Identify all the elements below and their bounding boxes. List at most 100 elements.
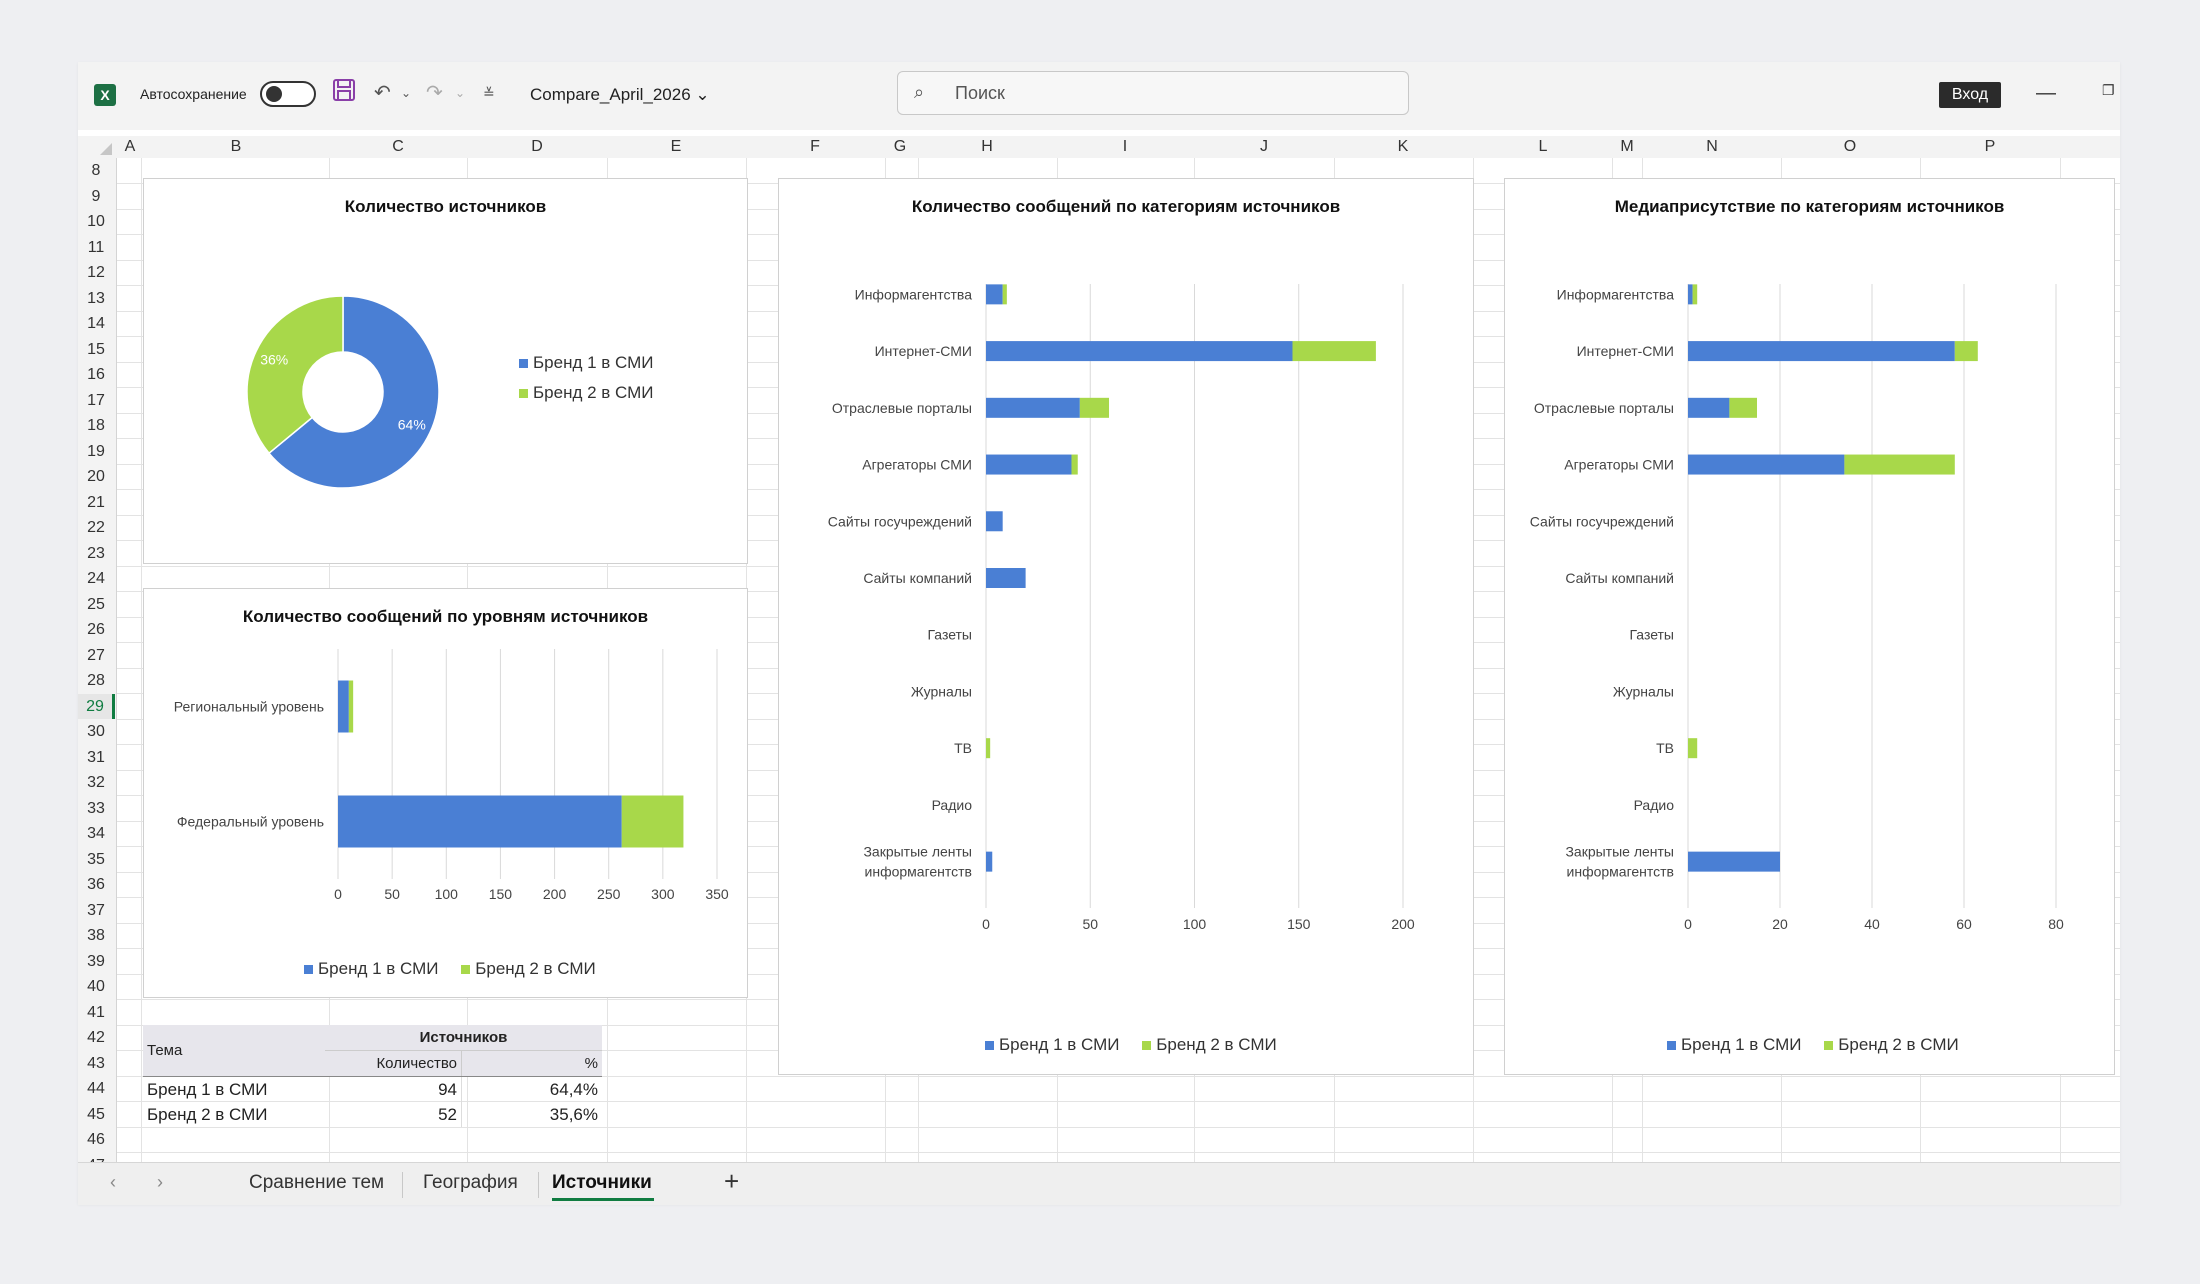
- row-header-10[interactable]: 10: [87, 213, 105, 230]
- bar-brand2[interactable]: [1071, 454, 1078, 475]
- bar-brand1[interactable]: [1688, 284, 1693, 305]
- add-sheet-icon[interactable]: +: [724, 1166, 740, 1196]
- table-cell-topic[interactable]: Бренд 2 в СМИ: [147, 1104, 268, 1124]
- row-header-18[interactable]: 18: [87, 417, 105, 434]
- row-header-19[interactable]: 19: [87, 442, 105, 460]
- bar-brand1[interactable]: [1688, 341, 1955, 362]
- bar-brand1[interactable]: [1688, 851, 1780, 872]
- row-header-27[interactable]: 27: [87, 646, 105, 664]
- row-header-41[interactable]: 41: [87, 1003, 105, 1021]
- row-header-32[interactable]: 32: [87, 774, 105, 791]
- prev-sheet-icon[interactable]: ‹: [110, 1172, 116, 1192]
- row-header-21[interactable]: 21: [87, 493, 105, 511]
- tab-geography[interactable]: География: [423, 1172, 518, 1193]
- bar-brand1[interactable]: [986, 341, 1293, 362]
- row-header-46[interactable]: 46: [87, 1131, 105, 1148]
- table-cell-percent[interactable]: 35,6%: [549, 1104, 598, 1124]
- bar-brand1[interactable]: [986, 851, 993, 872]
- bar-brand1[interactable]: [986, 568, 1026, 588]
- row-header-8[interactable]: 8: [91, 162, 101, 179]
- bar-brand1[interactable]: [986, 511, 1003, 532]
- column-header-o[interactable]: O: [1843, 138, 1857, 155]
- row-header-15[interactable]: 15: [87, 340, 105, 358]
- row-header-35[interactable]: 35: [87, 850, 105, 868]
- row-header-11[interactable]: 11: [87, 238, 105, 256]
- bar-brand1[interactable]: [1688, 397, 1730, 418]
- row-header-29[interactable]: 29: [78, 693, 115, 719]
- row-header-36[interactable]: 36: [87, 876, 105, 893]
- row-header-22[interactable]: 22: [87, 519, 105, 536]
- sources-table[interactable]: Тема Источников Количество % Бренд 1 в С…: [143, 1025, 602, 1127]
- bar-brand1[interactable]: [986, 397, 1080, 418]
- row-header-44[interactable]: 44: [87, 1080, 105, 1097]
- row-header-12[interactable]: 12: [87, 264, 105, 281]
- row-header-34[interactable]: 34: [87, 825, 105, 842]
- bar-brand2[interactable]: [1002, 284, 1007, 305]
- column-header-i[interactable]: I: [1122, 138, 1128, 155]
- row-header-43[interactable]: 43: [87, 1054, 105, 1072]
- bar-brand2[interactable]: [1692, 284, 1698, 305]
- column-header-f[interactable]: F: [810, 138, 820, 155]
- chart-messages-by-level[interactable]: Количество сообщений по уровням источник…: [143, 588, 748, 998]
- bar-brand2[interactable]: [1292, 341, 1376, 362]
- row-header-14[interactable]: 14: [87, 315, 105, 332]
- autosave-toggle[interactable]: [260, 81, 316, 107]
- table-cell-topic[interactable]: Бренд 1 в СМИ: [147, 1079, 268, 1099]
- row-header-30[interactable]: 30: [87, 723, 105, 740]
- next-sheet-icon[interactable]: ›: [157, 1172, 163, 1192]
- column-header-b[interactable]: B: [230, 138, 242, 155]
- table-cell-count[interactable]: 94: [325, 1076, 462, 1102]
- column-header-h[interactable]: H: [981, 138, 993, 155]
- save-icon[interactable]: [332, 78, 356, 108]
- chart-messages-by-category[interactable]: Количество сообщений по категориям источ…: [778, 178, 1474, 1075]
- bar-brand2[interactable]: [1688, 738, 1698, 759]
- search-box[interactable]: ⌕ Поиск: [897, 71, 1409, 115]
- row-header-25[interactable]: 25: [87, 595, 105, 613]
- redo-icon[interactable]: ↷: [426, 82, 443, 104]
- column-header-d[interactable]: D: [531, 138, 543, 155]
- row-header-17[interactable]: 17: [87, 391, 105, 409]
- column-header-a[interactable]: A: [124, 138, 136, 155]
- bar-brand2[interactable]: [1954, 341, 1978, 362]
- row-header-28[interactable]: 28: [87, 672, 105, 689]
- tab-sources[interactable]: Источники: [552, 1172, 652, 1193]
- row-header-26[interactable]: 26: [87, 621, 105, 638]
- redo-dropdown-icon[interactable]: ⌄: [455, 86, 466, 100]
- bar-brand1[interactable]: [986, 284, 1003, 305]
- bar-brand1[interactable]: [986, 454, 1072, 475]
- table-row[interactable]: Бренд 2 в СМИ 52 35,6%: [143, 1102, 602, 1127]
- row-header-24[interactable]: 24: [87, 570, 105, 587]
- bar-brand1[interactable]: [1688, 454, 1845, 475]
- pie-slice-2[interactable]: [246, 295, 344, 455]
- bar-brand2[interactable]: [1079, 397, 1110, 418]
- bar-brand2[interactable]: [1729, 397, 1757, 418]
- chart-media-presence[interactable]: Медиаприсутствие по категориям источнико…: [1504, 178, 2115, 1075]
- minimize-icon[interactable]: —: [2036, 82, 2056, 104]
- bar-brand2[interactable]: [1844, 454, 1955, 475]
- bar-brand2[interactable]: [986, 738, 991, 759]
- table-row[interactable]: Бренд 1 в СМИ 94 64,4%: [143, 1076, 602, 1102]
- row-header-38[interactable]: 38: [87, 927, 105, 944]
- filename-menu[interactable]: Compare_April_2026 ⌄: [530, 85, 710, 105]
- undo-icon[interactable]: ↶: [374, 82, 391, 104]
- row-header-40[interactable]: 40: [87, 978, 105, 995]
- row-header-9[interactable]: 9: [91, 187, 101, 205]
- row-header-33[interactable]: 33: [87, 799, 105, 817]
- row-header-16[interactable]: 16: [87, 366, 105, 383]
- row-header-42[interactable]: 42: [87, 1029, 105, 1046]
- column-header-l[interactable]: L: [1538, 138, 1548, 155]
- column-header-j[interactable]: J: [1260, 138, 1268, 155]
- restore-icon[interactable]: ❐: [2102, 82, 2115, 98]
- column-header-g[interactable]: G: [893, 138, 907, 155]
- pie-slice-1[interactable]: [267, 295, 440, 489]
- signin-button[interactable]: Вход: [1939, 82, 2001, 108]
- bar-brand2[interactable]: [621, 795, 684, 848]
- row-header-39[interactable]: 39: [87, 952, 105, 970]
- bar-brand2[interactable]: [348, 680, 354, 733]
- column-header-k[interactable]: K: [1397, 138, 1409, 155]
- row-header-31[interactable]: 31: [87, 748, 105, 766]
- undo-dropdown-icon[interactable]: ⌄: [401, 86, 412, 100]
- table-cell-percent[interactable]: 64,4%: [549, 1079, 598, 1099]
- column-header-e[interactable]: E: [670, 138, 682, 155]
- bar-brand1[interactable]: [338, 680, 349, 733]
